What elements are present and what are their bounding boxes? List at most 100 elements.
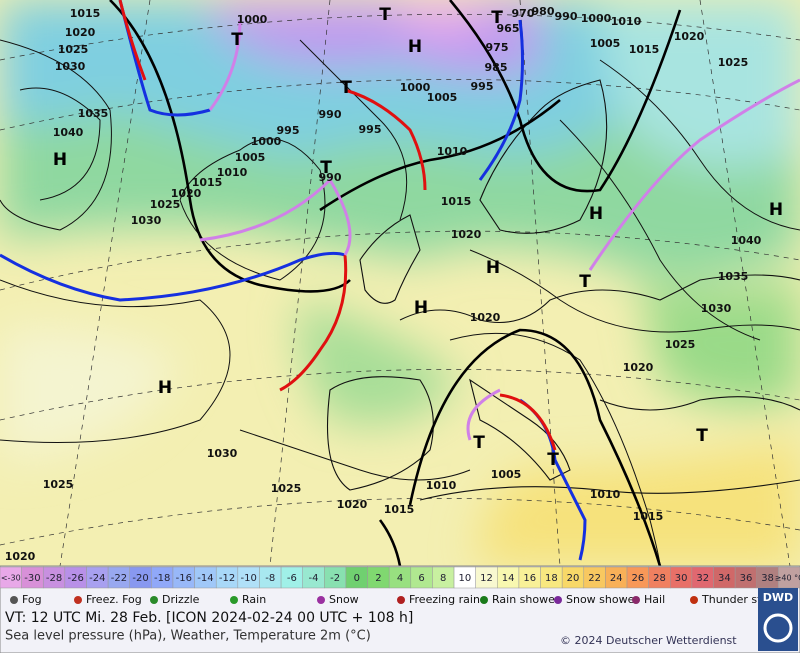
scale-label: -12 [219, 573, 235, 584]
isobar-label: 1020 [623, 361, 654, 374]
scale-label: -26 [68, 573, 84, 584]
weather-label: Rain [242, 593, 266, 606]
weather-label: Freezing rain [409, 593, 480, 606]
scale-label: 14 [502, 573, 515, 584]
weather-symbol [397, 596, 405, 604]
isobar-label: 1020 [337, 498, 368, 511]
isobar-label: 1035 [78, 107, 109, 120]
weather-symbol [317, 596, 325, 604]
weather-label: Drizzle [162, 593, 200, 606]
scale-label: 0 [354, 573, 360, 584]
scale-label: 4 [397, 573, 403, 584]
scale-label: -30 [24, 573, 40, 584]
isobar-label: 1015 [441, 195, 472, 208]
scale-label: -14 [197, 573, 213, 584]
isobar-label: 985 [485, 61, 508, 74]
weather-label: Hail [644, 593, 665, 606]
scale-label: 8 [440, 573, 446, 584]
pressure-system: T [379, 5, 391, 25]
weather-symbol [74, 596, 82, 604]
isobar-label: 1015 [384, 503, 415, 516]
scale-label: 10 [458, 573, 471, 584]
isobar-label: 1025 [665, 338, 696, 351]
isobar-label: 1040 [731, 234, 762, 247]
scale-label: 24 [610, 573, 623, 584]
weather-label: Rain shower [492, 593, 560, 606]
scale-label: -10 [240, 573, 256, 584]
isobar-label: 1015 [633, 510, 664, 523]
scale-label: 30 [675, 573, 688, 584]
pressure-system: H [158, 378, 172, 398]
isobar-label: 1015 [70, 7, 101, 20]
pressure-system: H [53, 150, 67, 170]
pressure-system: H [589, 204, 603, 224]
pressure-system: T [340, 78, 352, 98]
scale-label: 6 [418, 573, 424, 584]
isobar-label: 975 [486, 41, 509, 54]
scale-label: 18 [545, 573, 558, 584]
scale-label: -4 [309, 573, 319, 584]
legend-panel: <-30-30-28-26-24-22-20-18-16-14-12-10-8-… [0, 566, 800, 653]
scale-label: 36 [740, 573, 753, 584]
scale-label: 22 [588, 573, 601, 584]
pressure-system: T [696, 426, 708, 446]
isobar-label: 1005 [427, 91, 458, 104]
temperature-scale: <-30-30-28-26-24-22-20-18-16-14-12-10-8-… [0, 567, 800, 588]
pressure-system: T [231, 30, 243, 50]
pressure-system: H [486, 258, 500, 278]
scale-label: 34 [718, 573, 731, 584]
description: Sea level pressure (hPa), Weather, Tempe… [5, 629, 371, 644]
isobar-label: 1000 [581, 12, 612, 25]
isobar-label: 1020 [451, 228, 482, 241]
isobar-label: 1025 [43, 478, 74, 491]
scale-label: -2 [330, 573, 340, 584]
pressure-system: T [491, 8, 503, 28]
scale-label: 20 [567, 573, 580, 584]
isobar-label: 1025 [718, 56, 749, 69]
isobar-label: 1000 [237, 13, 268, 26]
isobar-label: 1010 [437, 145, 468, 158]
scale-label: -16 [176, 573, 192, 584]
pressure-system: H [769, 200, 783, 220]
isobar-label: 1020 [674, 30, 705, 43]
scale-label: -22 [111, 573, 127, 584]
isobar-label: 1020 [5, 550, 36, 563]
scale-label: -24 [89, 573, 105, 584]
isobar-label: 1030 [207, 447, 238, 460]
weather-symbol [632, 596, 640, 604]
pressure-system: T [320, 158, 332, 178]
isobar-label: 990 [319, 108, 342, 121]
scale-label: -20 [132, 573, 148, 584]
isobar-label: 1005 [491, 468, 522, 481]
weather-symbol [554, 596, 562, 604]
isobar-label: 1010 [590, 488, 621, 501]
isobar-label: 995 [471, 80, 494, 93]
scale-label: 32 [696, 573, 709, 584]
isobar-label: 1000 [251, 135, 282, 148]
weather-symbol [480, 596, 488, 604]
pressure-system: H [408, 37, 422, 57]
isobar-label: 1015 [629, 43, 660, 56]
isobar-label: 1025 [150, 198, 181, 211]
isobar-label: 1020 [65, 26, 96, 39]
scale-label: 16 [523, 573, 536, 584]
scale-label: 2 [375, 573, 381, 584]
scale-label: 28 [653, 573, 666, 584]
weather-label: Fog [22, 593, 42, 606]
isobar-label: 990 [555, 10, 578, 23]
scale-label: -6 [287, 573, 297, 584]
isobar-label: 980 [532, 5, 555, 18]
isobar-label: 1025 [58, 43, 89, 56]
isobar-label: 1040 [53, 126, 84, 139]
weather-symbol [230, 596, 238, 604]
weather-symbol [150, 596, 158, 604]
scale-label: 12 [480, 573, 493, 584]
isobar-label: 1010 [426, 479, 457, 492]
pressure-system: T [473, 433, 485, 453]
pressure-system: T [547, 450, 559, 470]
weather-label: Snow shower [566, 593, 639, 606]
isobar-label: 1005 [235, 151, 266, 164]
scale-label: -28 [46, 573, 62, 584]
isobar-label: 1005 [590, 37, 621, 50]
scale-label: -8 [265, 573, 275, 584]
